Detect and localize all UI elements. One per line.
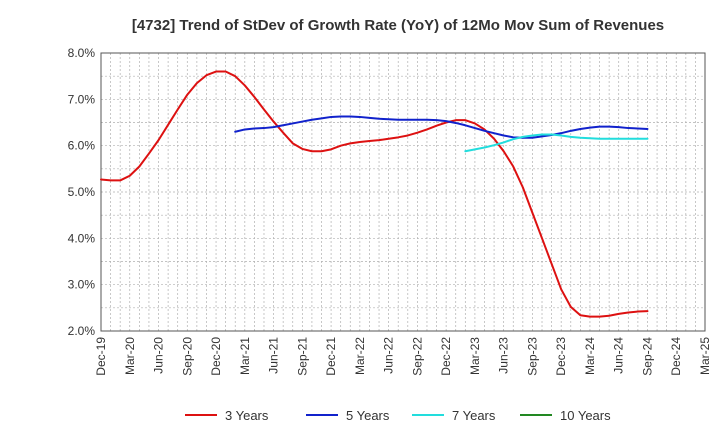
x-tick-label: Jun-20 xyxy=(152,337,166,374)
plot-border xyxy=(100,52,706,332)
legend-label: 3 Years xyxy=(225,408,269,423)
x-tick-label: Jun-23 xyxy=(497,337,511,374)
y-tick-label: 2.0% xyxy=(68,324,96,338)
x-tick-label: Sep-21 xyxy=(295,337,309,376)
legend-label: 7 Years xyxy=(452,408,496,423)
x-tick-label: Jun-22 xyxy=(382,337,396,374)
x-tick-label: Sep-22 xyxy=(410,337,424,376)
legend-item: 5 Years xyxy=(306,408,390,423)
plot-frame xyxy=(100,52,706,332)
x-tick-label: Mar-25 xyxy=(698,337,712,375)
x-tick-label: Mar-23 xyxy=(468,337,482,375)
y-tick-label: 5.0% xyxy=(68,185,96,199)
y-axis: 2.0% 3.0% 4.0% 5.0% 6.0% 7.0% 8.0% xyxy=(68,46,96,338)
y-tick-label: 8.0% xyxy=(68,46,96,60)
x-axis: Dec-19 Mar-20 Jun-20 Sep-20 Dec-20 Mar-21 Jun-… xyxy=(94,337,712,376)
x-tick-label: Mar-21 xyxy=(238,337,252,375)
x-tick-label: Dec-19 xyxy=(94,337,108,376)
x-tick-label: Sep-20 xyxy=(180,337,194,376)
y-tick-label: 6.0% xyxy=(68,139,96,153)
x-tick-label: Dec-24 xyxy=(669,337,683,376)
x-tick-label: Dec-23 xyxy=(554,337,568,376)
x-tick-label: Jun-21 xyxy=(267,337,281,374)
x-tick-label: Sep-24 xyxy=(640,337,654,376)
series-line-7-years xyxy=(464,133,649,153)
chart-title: [4732] Trend of StDev of Growth Rate (Yo… xyxy=(132,17,664,34)
y-tick-label: 4.0% xyxy=(68,231,96,245)
x-tick-label: Dec-21 xyxy=(324,337,338,376)
series-line-3-years xyxy=(100,70,649,318)
grid xyxy=(101,53,705,331)
x-tick-label: Jun-24 xyxy=(612,337,626,374)
legend: 3 Years 5 Years 7 Years 10 Years xyxy=(185,408,611,423)
y-tick-label: 3.0% xyxy=(68,278,96,292)
legend-item: 7 Years xyxy=(412,408,496,423)
legend-item: 3 Years xyxy=(185,408,269,423)
x-tick-label: Mar-22 xyxy=(353,337,367,375)
y-tick-label: 7.0% xyxy=(68,92,96,106)
x-tick-label: Mar-24 xyxy=(583,337,597,375)
series-lines xyxy=(100,70,649,318)
legend-label: 10 Years xyxy=(560,408,611,423)
x-tick-label: Mar-20 xyxy=(123,337,137,375)
x-tick-label: Sep-23 xyxy=(525,337,539,376)
series-line-5-years xyxy=(234,115,649,139)
legend-item: 10 Years xyxy=(520,408,611,423)
x-tick-label: Dec-22 xyxy=(439,337,453,376)
x-tick-label: Dec-20 xyxy=(209,337,223,376)
legend-label: 5 Years xyxy=(346,408,390,423)
